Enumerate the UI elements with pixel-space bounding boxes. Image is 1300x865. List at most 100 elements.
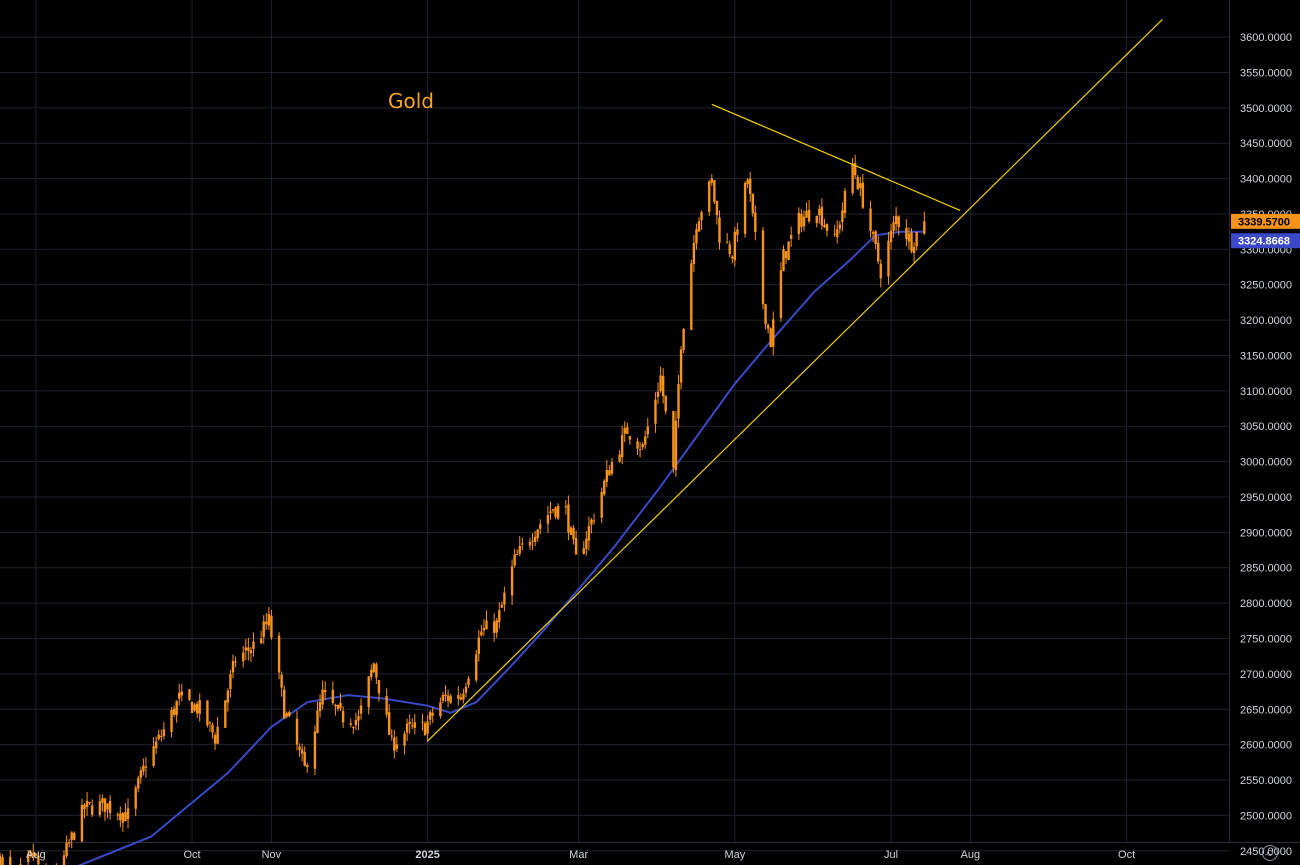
candle-body xyxy=(910,232,913,252)
trendline xyxy=(711,103,961,211)
candle xyxy=(618,450,621,463)
trendlines-layer[interactable] xyxy=(427,18,1163,742)
candle-body xyxy=(116,814,119,816)
candle-body xyxy=(715,200,719,216)
candle-body xyxy=(782,248,785,272)
candle-body xyxy=(536,529,539,539)
candle xyxy=(677,375,680,428)
candle-body xyxy=(265,621,268,625)
candle-body xyxy=(554,507,557,517)
candle-body xyxy=(270,615,273,638)
candle xyxy=(761,226,765,310)
candle xyxy=(769,327,772,348)
candle-body xyxy=(262,621,265,637)
candle xyxy=(874,230,877,250)
candle xyxy=(134,785,137,817)
candle xyxy=(178,683,181,706)
candle-body xyxy=(428,712,432,720)
candle-body xyxy=(426,721,429,734)
candle xyxy=(267,607,271,630)
candle xyxy=(449,693,452,705)
candle xyxy=(715,200,719,225)
candle-body xyxy=(226,690,230,703)
candle xyxy=(106,803,109,819)
candle xyxy=(336,704,340,712)
candle xyxy=(800,208,803,233)
candle xyxy=(421,713,424,731)
candle-body xyxy=(134,787,137,809)
candle-body xyxy=(285,713,288,717)
candle xyxy=(892,215,895,238)
candle xyxy=(697,217,701,232)
candle-body xyxy=(88,802,91,804)
candle-body xyxy=(805,210,808,218)
candle-body xyxy=(341,710,345,723)
candle-body xyxy=(733,231,737,261)
candle xyxy=(216,716,219,745)
candle xyxy=(193,702,196,712)
candle-body xyxy=(797,212,801,234)
candle xyxy=(431,707,434,724)
candle xyxy=(387,704,391,735)
candle-body xyxy=(587,525,591,541)
candle-body xyxy=(385,695,388,715)
candle-body xyxy=(779,270,783,319)
candle xyxy=(288,710,291,718)
candle-body xyxy=(528,541,532,546)
trendline xyxy=(427,18,1163,742)
candle-body xyxy=(231,660,235,673)
candle xyxy=(395,736,399,752)
candle-body xyxy=(672,411,675,468)
candle-body xyxy=(37,855,40,865)
price-tick-label: 3600.0000 xyxy=(1240,32,1292,44)
candle xyxy=(736,222,739,243)
candle-body xyxy=(83,804,86,810)
candle xyxy=(574,530,578,555)
candle xyxy=(160,729,163,742)
time-tick-label: Oct xyxy=(1118,849,1135,861)
time-tick-label: Nov xyxy=(262,849,282,861)
candle-body xyxy=(139,770,143,778)
candle-body xyxy=(283,689,286,719)
candle xyxy=(825,223,829,237)
candle xyxy=(725,233,729,244)
candle xyxy=(521,537,524,551)
candle-body xyxy=(211,724,214,733)
settings-gear-icon[interactable] xyxy=(1262,845,1278,861)
candle-body xyxy=(603,480,606,495)
time-tick-label: May xyxy=(724,849,745,861)
candle xyxy=(797,207,801,241)
candle xyxy=(592,513,596,525)
price-axis[interactable]: 2450.00002500.00002550.00002600.00002650… xyxy=(1240,32,1292,858)
candle-body xyxy=(229,674,232,690)
candle-body xyxy=(170,709,173,733)
candle-body xyxy=(841,210,844,222)
candle-body xyxy=(879,263,882,279)
candle xyxy=(375,662,378,684)
candle-body xyxy=(610,462,614,474)
candle xyxy=(270,609,273,640)
candle-body xyxy=(772,319,775,347)
candle-body xyxy=(889,230,893,243)
candle xyxy=(446,689,450,708)
candle-body xyxy=(628,436,632,440)
candle xyxy=(554,506,557,520)
candle xyxy=(323,681,327,701)
candle xyxy=(334,703,337,716)
candle xyxy=(549,501,552,520)
candle xyxy=(252,632,255,657)
candle xyxy=(746,178,749,189)
candle xyxy=(411,718,414,730)
candle-body xyxy=(567,504,570,533)
candle-body xyxy=(224,700,227,728)
candle xyxy=(856,174,859,190)
time-axis[interactable]: Aug Oct Nov 2025 Mar May Jul Aug Oct xyxy=(26,849,1135,861)
candle-body xyxy=(861,182,865,208)
candle-body xyxy=(498,610,501,623)
candle-body xyxy=(533,536,537,542)
candle-body xyxy=(659,375,662,391)
candle xyxy=(751,193,754,217)
candle xyxy=(638,442,642,458)
candle xyxy=(564,500,568,515)
